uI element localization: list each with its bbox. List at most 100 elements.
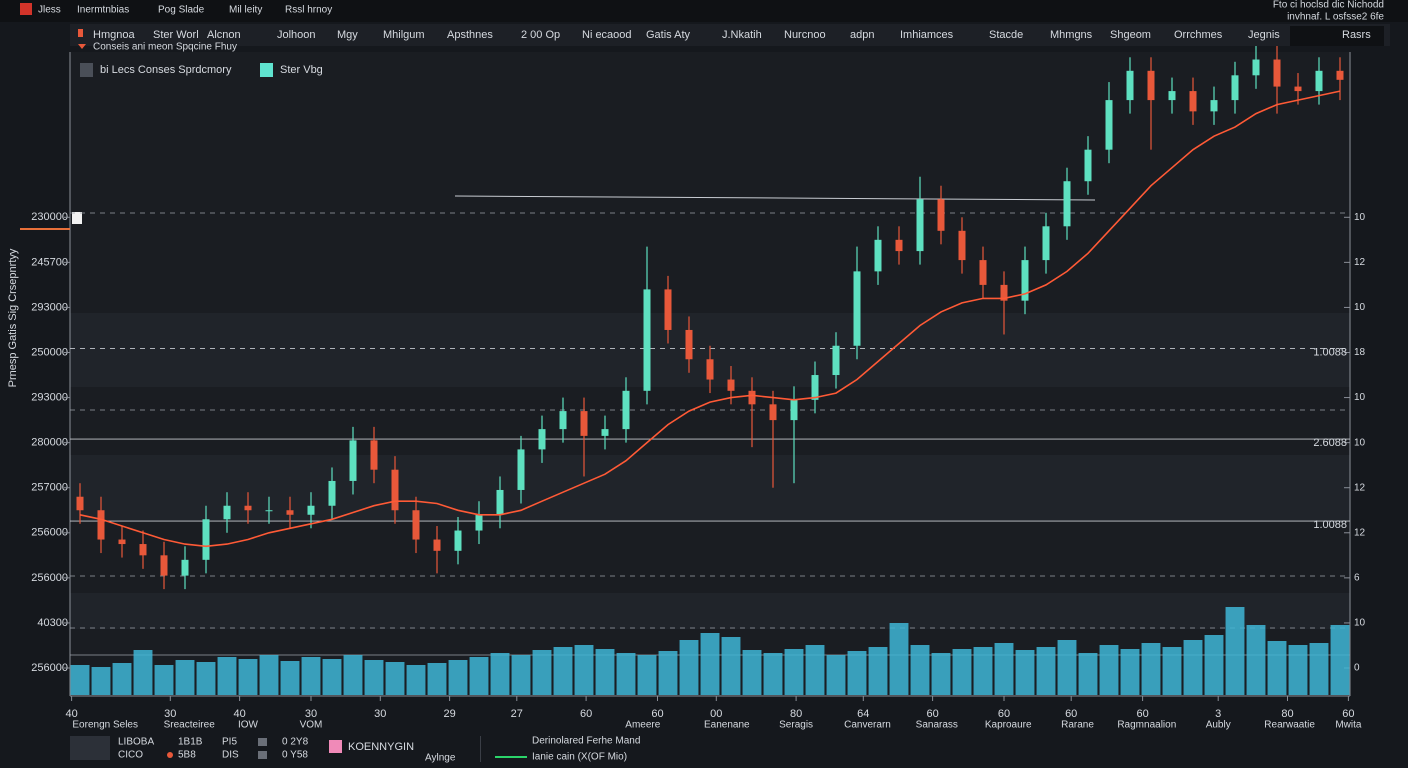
toolbar-item[interactable]: Ni ecaood bbox=[582, 29, 632, 41]
toolbar-item[interactable]: Rasrs bbox=[1342, 29, 1371, 41]
toolbar-item[interactable]: Shgeom bbox=[1110, 29, 1151, 41]
candle-body bbox=[1126, 70, 1134, 101]
volume-bar bbox=[511, 655, 531, 695]
y2-tick-label: 10 bbox=[1354, 437, 1366, 448]
candle-body bbox=[97, 510, 105, 540]
toolbar-item[interactable]: Apsthnes bbox=[447, 29, 493, 41]
x-tick-label: 60 bbox=[998, 708, 1010, 720]
toolbar-item[interactable]: Alcnon bbox=[207, 29, 241, 41]
x-name-label: IOW bbox=[238, 720, 259, 731]
volume-bar bbox=[343, 655, 363, 695]
toolbar-item[interactable]: Mgy bbox=[337, 29, 358, 41]
y-tick-label: 256000 bbox=[31, 662, 68, 674]
menu-bar bbox=[0, 0, 1408, 22]
footer-stat: DIS bbox=[222, 750, 239, 761]
candle-body bbox=[1273, 59, 1281, 87]
toolbar-icon bbox=[78, 44, 86, 49]
footer-stat: PI5 bbox=[222, 737, 237, 748]
toolbar-icon bbox=[78, 29, 83, 37]
toolbar-item[interactable]: Imhiamces bbox=[900, 29, 954, 41]
candle-body bbox=[139, 544, 147, 556]
volume-bar bbox=[196, 662, 216, 695]
toolbar-item[interactable]: Gatis Aty bbox=[646, 29, 691, 41]
candle-body bbox=[832, 345, 840, 376]
toolbar-item[interactable]: Mhmgns bbox=[1050, 29, 1093, 41]
candle-body bbox=[1147, 70, 1155, 101]
legend-label[interactable]: Ster Vbg bbox=[280, 64, 323, 76]
toolbar-button[interactable] bbox=[1290, 26, 1384, 46]
candle-body bbox=[244, 505, 252, 511]
trend-line bbox=[454, 195, 1096, 201]
menu-item[interactable]: Inermtnbias bbox=[77, 5, 129, 16]
x-tick-label: 60 bbox=[1136, 708, 1148, 720]
volume-bar bbox=[532, 650, 552, 695]
volume-bar bbox=[889, 623, 909, 695]
toolbar bbox=[70, 24, 1390, 46]
volume-bar bbox=[448, 660, 468, 695]
footer-legend-label[interactable]: KOENNYGIN bbox=[348, 741, 414, 753]
x-tick-label: 80 bbox=[1281, 708, 1293, 720]
y-tick-label: 293000 bbox=[31, 301, 68, 313]
volume-bar bbox=[616, 653, 636, 695]
plot-band bbox=[70, 593, 1350, 629]
y-tick-label: 256000 bbox=[31, 572, 68, 584]
candle-body bbox=[1315, 70, 1323, 92]
toolbar-item[interactable]: adpn bbox=[850, 29, 874, 41]
y2-tick-label: 12 bbox=[1354, 527, 1366, 538]
volume-bar bbox=[1036, 647, 1056, 695]
candle-body bbox=[1021, 260, 1029, 301]
candle-body bbox=[916, 199, 924, 252]
candle-body bbox=[391, 469, 399, 511]
menu-item[interactable]: Pog Slade bbox=[158, 5, 205, 16]
volume-bar bbox=[259, 655, 279, 695]
candle-body bbox=[517, 449, 525, 490]
footer-stat: 0 2Y8 bbox=[282, 737, 309, 748]
volume-bar bbox=[70, 665, 90, 695]
menu-item[interactable]: Rssl hrnoy bbox=[285, 5, 332, 16]
candle-body bbox=[580, 411, 588, 436]
toolbar-item[interactable]: Nurcnoo bbox=[784, 29, 826, 41]
toolbar-item[interactable]: J.Nkatih bbox=[722, 29, 762, 41]
toolbar-item[interactable]: Mhilgum bbox=[383, 29, 425, 41]
toolbar-item[interactable]: Hmgnoa bbox=[93, 29, 135, 41]
toolbar-item[interactable]: Jolhoon bbox=[277, 29, 316, 41]
plot-band bbox=[70, 455, 1350, 521]
volume-bar bbox=[742, 650, 762, 695]
volume-bar bbox=[1267, 641, 1287, 695]
toolbar-item[interactable]: Orrchmes bbox=[1174, 29, 1223, 41]
candle-body bbox=[1294, 86, 1302, 92]
footer-legend-label[interactable]: Derinolared Ferhe Mand bbox=[532, 736, 640, 747]
y-tick-label: 280000 bbox=[31, 437, 68, 449]
volume-bar bbox=[1246, 625, 1266, 695]
toolbar-item[interactable]: Stacde bbox=[989, 29, 1023, 41]
candle-body bbox=[412, 510, 420, 540]
candle-body bbox=[160, 555, 168, 576]
x-tick-label: 29 bbox=[443, 708, 455, 720]
candle-body bbox=[1063, 181, 1071, 227]
y2-tick-label: 10 bbox=[1354, 392, 1366, 403]
candle-body bbox=[433, 539, 441, 551]
candle-body bbox=[1105, 100, 1113, 150]
menu-item[interactable]: Mil leity bbox=[229, 5, 262, 16]
menu-item[interactable]: Jless bbox=[38, 5, 61, 16]
volume-bar bbox=[847, 651, 867, 695]
footer-legend-swatch bbox=[329, 740, 342, 753]
volume-bar bbox=[637, 655, 657, 695]
candle-body bbox=[265, 510, 273, 512]
x-tick-label: 60 bbox=[926, 708, 938, 720]
y-tick-label: 250000 bbox=[31, 346, 68, 358]
reference-label: 2.6088 bbox=[1313, 437, 1347, 449]
moving-average bbox=[79, 90, 1341, 548]
volume-bar bbox=[910, 645, 930, 695]
volume-bar bbox=[1120, 649, 1140, 695]
legend-label[interactable]: bi Lecs Conses Sprdcmory bbox=[100, 64, 232, 76]
volume-bar bbox=[1309, 643, 1329, 695]
y2-tick-label: 10 bbox=[1354, 302, 1366, 313]
toolbar-item[interactable]: Jegnis bbox=[1248, 29, 1280, 41]
x-name-label: Canverarn bbox=[844, 720, 891, 731]
x-tick-label: 30 bbox=[305, 708, 317, 720]
toolbar-item[interactable]: 2 00 Op bbox=[521, 29, 560, 41]
app-icon bbox=[20, 3, 32, 15]
toolbar-item[interactable]: Ster Worl bbox=[153, 29, 199, 41]
